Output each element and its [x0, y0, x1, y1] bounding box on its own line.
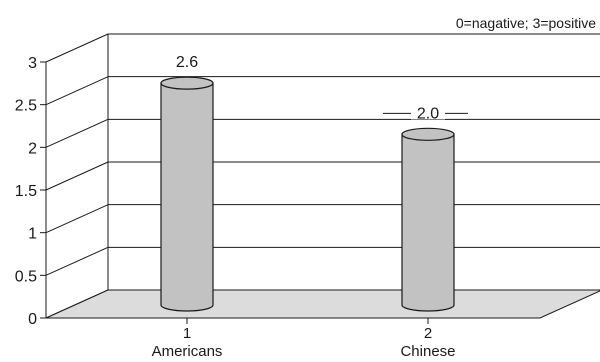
- side-gridline: [45, 118, 109, 148]
- side-gridline: [45, 33, 109, 63]
- y-tick-label: 1: [28, 226, 37, 243]
- value-labels: 2.6 2.0: [176, 54, 468, 122]
- chart-floor-plane: [45, 289, 600, 319]
- chart-walls: [45, 33, 600, 319]
- x-tick-label: 1: [183, 325, 191, 342]
- bar: [401, 133, 455, 312]
- x-tick-label: 2: [424, 325, 432, 342]
- bars: [160, 76, 455, 312]
- data-label: 2.0: [417, 105, 439, 122]
- y-tick-label: 0.5: [15, 268, 37, 285]
- y-tick-label: 1.5: [15, 183, 37, 200]
- side-gridline: [45, 204, 109, 234]
- y-tick-label: 2.5: [15, 98, 37, 115]
- data-label: 2.6: [176, 54, 198, 71]
- side-gridline: [45, 161, 109, 191]
- chart-floor: [45, 289, 600, 319]
- category-label: Chinese: [400, 343, 455, 360]
- bar-top: [401, 127, 455, 141]
- y-tick-label: 2: [28, 140, 37, 157]
- side-gridline: [45, 246, 109, 276]
- y-tick-label: 3: [28, 55, 37, 72]
- y-tick-label: 0: [28, 311, 37, 328]
- side-gridline: [45, 76, 109, 106]
- bar-top: [160, 76, 214, 90]
- label-bg: [411, 101, 445, 120]
- y-axis-ticks: 0 0.5 1 1.5 2 2.5 3: [15, 55, 46, 328]
- category-label: Americans: [152, 343, 223, 360]
- chart-note: 0=nagative; 3=positive: [455, 15, 596, 31]
- bar: [160, 82, 214, 312]
